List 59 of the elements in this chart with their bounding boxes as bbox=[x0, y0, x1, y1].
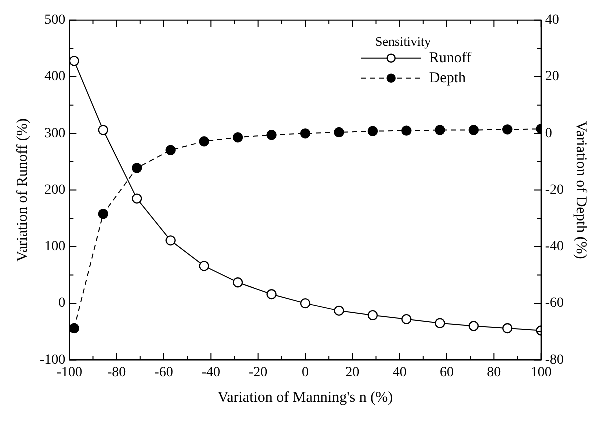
legend-title: Sensitivity bbox=[376, 34, 432, 49]
point bbox=[435, 125, 446, 136]
y-tick-label: 400 bbox=[44, 70, 66, 85]
point bbox=[199, 136, 210, 147]
point bbox=[232, 132, 244, 143]
y2-tick-label: 20 bbox=[545, 70, 560, 85]
point bbox=[266, 130, 277, 140]
y-tick-label: 500 bbox=[44, 13, 66, 28]
y2-axis-title: Variation of Depth (%) bbox=[573, 121, 590, 260]
point bbox=[132, 163, 142, 174]
point bbox=[468, 125, 479, 136]
point bbox=[368, 126, 378, 136]
y2-tick-label: -60 bbox=[545, 296, 564, 312]
point bbox=[468, 321, 479, 332]
x-tick-label: -80 bbox=[107, 365, 126, 380]
x-tick-label: 40 bbox=[392, 365, 407, 380]
point bbox=[132, 194, 142, 204]
y-axis-title: Variation of Runoff (%) bbox=[14, 118, 31, 262]
point bbox=[300, 298, 311, 309]
x-axis-title: Variation of Manning's n (%) bbox=[218, 390, 394, 406]
point bbox=[70, 56, 80, 66]
point bbox=[98, 208, 108, 220]
y2-tick-label: -20 bbox=[545, 182, 564, 198]
point bbox=[166, 145, 176, 156]
point bbox=[300, 128, 311, 139]
y2-tick-label: -40 bbox=[545, 240, 564, 255]
point bbox=[502, 124, 513, 135]
legend-label: Depth bbox=[429, 70, 466, 86]
y-tick-label: 100 bbox=[44, 240, 66, 255]
x-tick-label: -20 bbox=[248, 365, 268, 380]
x-tick-label: -100 bbox=[56, 365, 82, 380]
point bbox=[502, 323, 513, 334]
point bbox=[334, 127, 344, 138]
x-tick-label: 80 bbox=[487, 365, 502, 380]
point bbox=[435, 318, 446, 328]
x-tick-label: 0 bbox=[302, 365, 309, 380]
point bbox=[98, 125, 108, 136]
y2-tick-label: 0 bbox=[545, 126, 552, 142]
point bbox=[402, 126, 412, 136]
x-tick-label: -60 bbox=[154, 365, 174, 380]
x-tick-label: -40 bbox=[202, 365, 220, 380]
y2-tick-label: 40 bbox=[545, 13, 560, 28]
x-tick-label: 60 bbox=[440, 365, 454, 380]
y-tick-label: 300 bbox=[44, 126, 66, 142]
y2-tick-label: -80 bbox=[545, 352, 564, 368]
x-tick-label: 20 bbox=[346, 365, 360, 380]
point bbox=[368, 310, 378, 321]
y-tick-label: -100 bbox=[40, 352, 66, 368]
point bbox=[334, 306, 344, 316]
point bbox=[199, 261, 210, 272]
point bbox=[266, 289, 277, 300]
point bbox=[232, 278, 244, 288]
y-tick-label: 200 bbox=[44, 182, 66, 198]
point bbox=[70, 323, 80, 334]
point bbox=[402, 314, 412, 325]
legend-label: Runoff bbox=[429, 50, 472, 66]
y-tick-label: 0 bbox=[58, 296, 66, 312]
x-tick-label: 100 bbox=[530, 365, 552, 380]
point bbox=[166, 236, 176, 246]
